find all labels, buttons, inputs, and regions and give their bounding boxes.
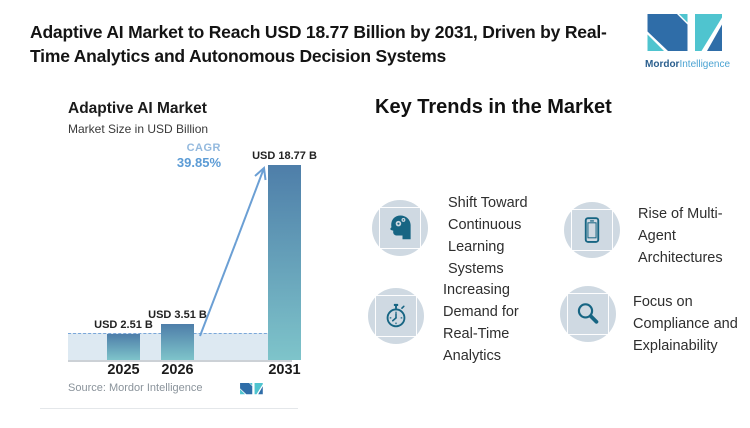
trend-label: Focus on Compliance and Explainability [633,294,738,354]
icon-frame [375,295,417,337]
mini-brand-logo-icon [240,383,263,395]
year-label-2026: 2026 [161,362,194,378]
head-gears-icon [390,215,411,240]
source-text: Source: Mordor Intelligence [68,382,203,394]
tablet-icon [584,217,600,243]
bar-2025 [107,333,140,360]
chart-subtitle: Market Size in USD Billion [68,122,209,136]
stopwatch-icon [386,303,406,328]
icon-frame [379,207,421,249]
trend-item-continuous-learning [372,200,428,256]
growth-arrow-icon [199,165,267,337]
trends-heading: Key Trends in the Market [375,96,612,118]
brand-name-light: Intelligence [679,59,731,70]
bar-value-label: USD 3.51 B [148,308,207,321]
bar-group-2026: USD 3.51 B [128,308,228,360]
cagr-annotation: CAGR 39.85% [155,142,221,170]
bar-2026 [161,323,194,360]
market-chart-panel: Adaptive AI Market Market Size in USD Bi… [40,90,317,409]
bar-group-2031: USD 18.77 B [235,150,335,360]
trend-label: Shift Toward Continuous Learning Systems [448,195,528,277]
year-label-2031: 2031 [268,362,301,378]
icon-frame [567,293,609,335]
bar-value-label: USD 2.51 B [94,318,153,331]
brand-wordmark: MordorIntelligence [645,59,730,70]
cagr-label: CAGR [186,142,221,154]
bar-2031 [268,164,301,360]
chart-title: Adaptive AI Market [68,100,207,117]
trend-label: Increasing Demand for Real-Time Analytic… [443,282,519,364]
brand-logo: MordorIntelligence [645,14,730,70]
mordor-logo-icon [647,14,722,51]
year-label-2025: 2025 [107,362,140,378]
cagr-value: 39.85% [176,155,221,170]
brand-name-bold: Mordor [645,59,680,70]
bar-value-label: USD 18.77 B [252,149,317,162]
trend-item-compliance [560,286,616,342]
icon-frame [571,209,613,251]
trend-label: Rise of Multi-Agent Architectures [638,206,723,266]
trend-item-real-time-analytics [368,288,424,344]
magnifier-icon [577,303,599,324]
page-title: Adaptive AI Market to Reach USD 18.77 Bi… [30,22,607,67]
bar-group-2025: USD 2.51 B [74,319,174,360]
bar-plot-area: USD 2.51 B USD 3.51 B USD 18.77 B [68,150,317,362]
trend-item-multi-agent [564,202,620,258]
